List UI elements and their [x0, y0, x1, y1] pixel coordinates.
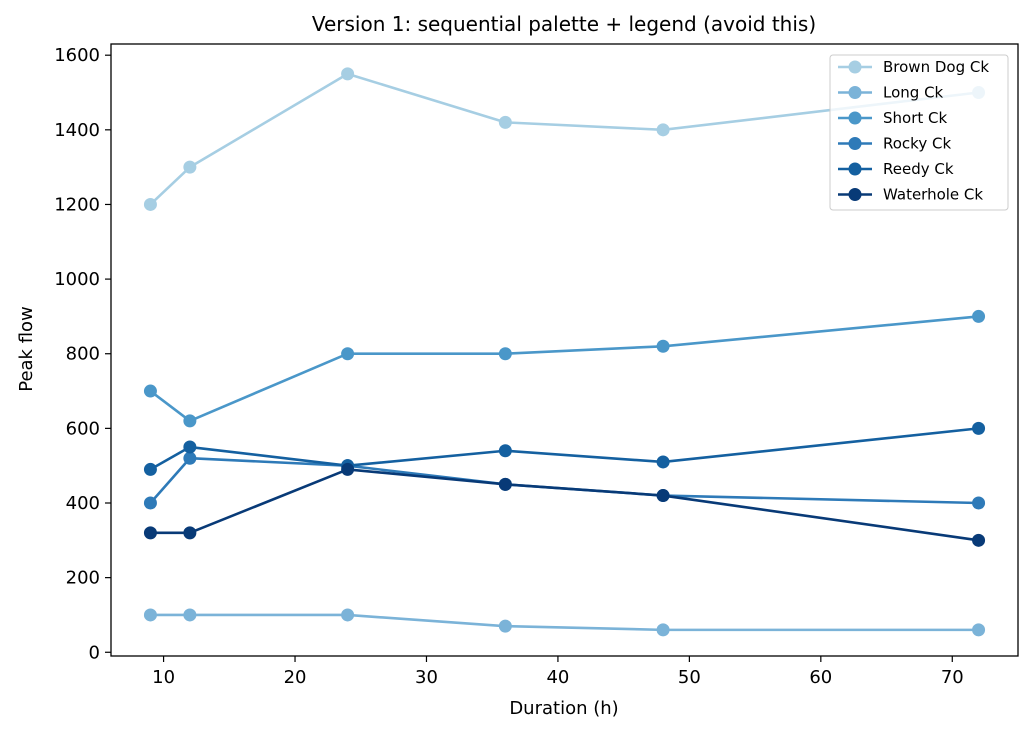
data-point: [143, 197, 157, 211]
data-point: [183, 608, 197, 622]
data-point: [656, 123, 670, 137]
y-tick-label: 800: [66, 344, 100, 365]
legend-label: Waterhole Ck: [883, 186, 983, 204]
data-point: [656, 489, 670, 503]
legend-swatch-marker: [848, 111, 862, 125]
data-point: [143, 496, 157, 510]
data-point: [498, 115, 512, 129]
legend-box: [829, 54, 1009, 211]
legend-swatch-marker: [848, 86, 862, 99]
x-tick-label: 30: [415, 667, 438, 688]
y-axis-label: Peak flow: [16, 306, 37, 392]
series-line-1: [149, 613, 980, 632]
data-point: [183, 440, 197, 454]
chart-title: Version 1: sequential palette + legend (…: [312, 12, 816, 36]
data-point: [498, 619, 512, 633]
x-tick-label: 10: [152, 667, 175, 688]
legend-label: Long Ck: [883, 84, 944, 102]
legend-label: Rocky Ck: [883, 135, 951, 153]
y-tick-label: 1200: [54, 194, 100, 215]
data-point: [143, 462, 157, 476]
x-axis-label: Duration (h): [509, 698, 618, 719]
x-tick-label: 50: [678, 667, 701, 688]
data-point: [341, 347, 355, 361]
legend-label: Short Ck: [883, 109, 947, 127]
y-tick-label: 400: [66, 493, 100, 514]
legend-label: Reedy Ck: [883, 160, 954, 178]
series-line-5: [149, 468, 980, 542]
data-point: [183, 414, 197, 428]
data-point: [183, 160, 197, 174]
x-tick-label: 20: [284, 667, 307, 688]
legend-swatch-marker: [848, 60, 862, 74]
y-tick-label: 200: [66, 568, 100, 589]
data-point: [498, 347, 512, 361]
data-point: [972, 309, 986, 323]
legend-label: Brown Dog Ck: [883, 58, 989, 76]
data-point: [341, 67, 355, 81]
plot-area: 10 20 30 40 50 60 70 0 200 400 600 800 1000 1200 1400 1…: [54, 43, 1019, 688]
data-point: [656, 455, 670, 469]
x-tick-label: 40: [546, 667, 569, 688]
data-point: [498, 477, 512, 491]
plot-frame: [110, 43, 1019, 657]
series-line-4: [149, 427, 980, 471]
data-point: [183, 526, 197, 540]
data-point: [143, 384, 157, 398]
data-point: [341, 608, 355, 622]
legend-swatch-marker: [848, 188, 862, 201]
y-tick-label: 1000: [54, 269, 100, 290]
y-tick-label: 0: [89, 642, 100, 663]
series-line-3: [149, 456, 980, 505]
data-point: [972, 623, 986, 637]
data-point: [341, 462, 355, 476]
data-point: [143, 608, 157, 622]
data-point: [656, 623, 670, 637]
legend-swatch-marker: [848, 162, 862, 176]
x-tick-label: 60: [809, 667, 832, 688]
y-tick-label: 1400: [54, 120, 100, 141]
data-point: [972, 533, 986, 547]
data-point: [972, 421, 986, 435]
series-line-0: [149, 72, 980, 206]
x-tick-label: 70: [941, 667, 964, 688]
series-line-2: [149, 315, 980, 423]
data-point: [183, 451, 197, 465]
legend-swatch-marker: [848, 137, 862, 150]
data-point: [656, 339, 670, 353]
data-point: [972, 496, 986, 510]
y-tick-label: 600: [66, 418, 100, 439]
y-tick-label: 1600: [54, 45, 100, 66]
data-point: [143, 526, 157, 540]
data-point: [498, 444, 512, 458]
